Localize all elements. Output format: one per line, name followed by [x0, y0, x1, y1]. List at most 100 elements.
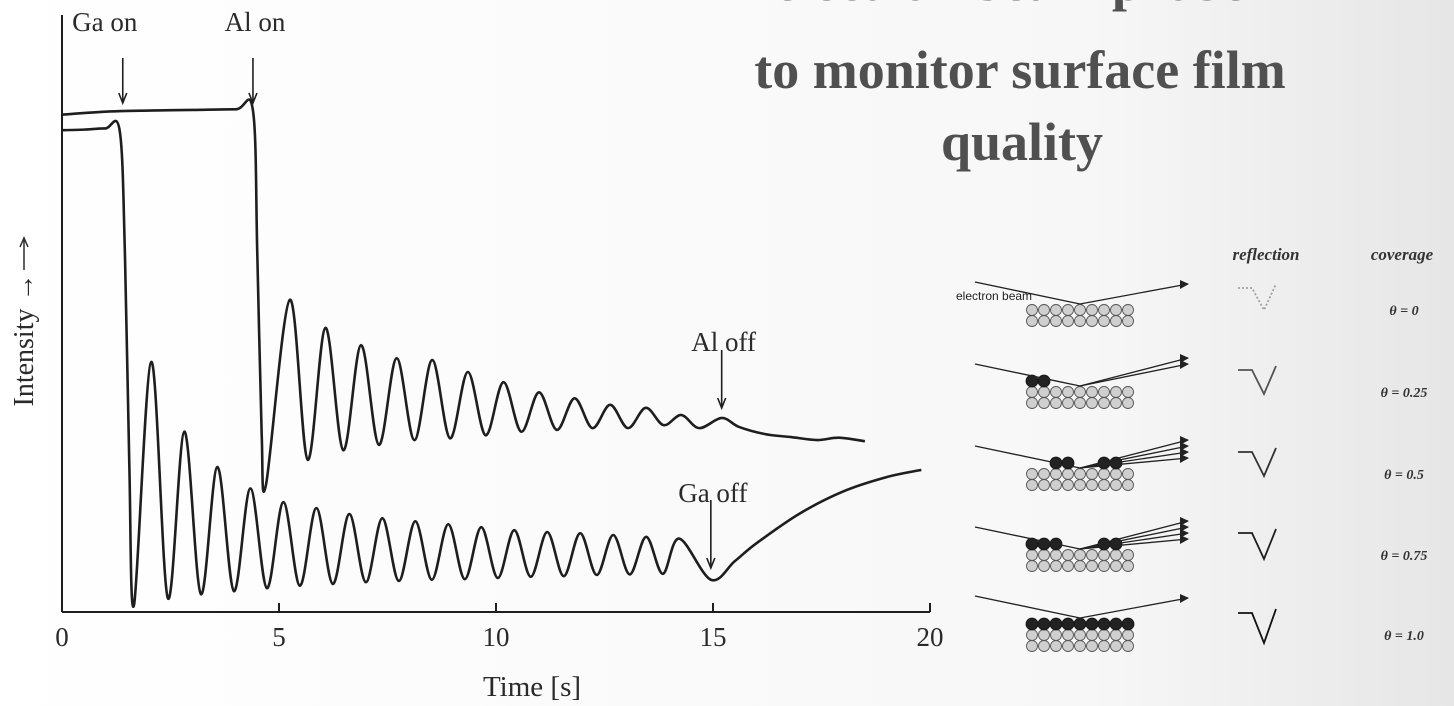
substrate-atom: [1122, 640, 1134, 652]
substrate-atom: [1086, 549, 1098, 561]
substrate-atom: [1062, 549, 1074, 561]
reflected-beam: [1079, 597, 1189, 619]
substrate-atom: [1038, 560, 1050, 572]
title-line: to monitor surface film: [754, 40, 1285, 100]
substrate-atom: [1098, 549, 1110, 561]
substrate-atom: [1050, 386, 1062, 398]
substrate-atom: [1122, 629, 1134, 641]
substrate-atom: [1110, 468, 1122, 480]
x-tick-label: 10: [483, 622, 510, 652]
substrate-atom: [1086, 386, 1098, 398]
annotation-label: Al on: [225, 7, 286, 37]
substrate-atom: [1110, 549, 1122, 561]
arrow-head: [1180, 454, 1189, 463]
x-axis-label: Time [s]: [483, 671, 581, 703]
reflection-profile: [1238, 528, 1277, 562]
substrate-atom: [1086, 629, 1098, 641]
arrow-head: [1180, 354, 1189, 363]
adatom: [1037, 374, 1051, 388]
adatom: [1073, 617, 1087, 631]
substrate-atom: [1062, 479, 1074, 491]
title-line: electron beam probe: [774, 0, 1246, 12]
substrate-atom: [1110, 397, 1122, 409]
arrow-head: [118, 92, 128, 106]
reflected-beam: [1079, 357, 1189, 387]
substrate-atom: [1122, 549, 1134, 561]
substrate-atom: [1110, 315, 1122, 327]
substrate-atom: [1086, 640, 1098, 652]
arrow-head: [1180, 442, 1189, 451]
substrate-atom: [1050, 560, 1062, 572]
coverage-label: θ = 1.0: [1384, 629, 1424, 644]
substrate-atom: [1098, 479, 1110, 491]
incident-beam: [974, 595, 1081, 619]
substrate-atom: [1086, 479, 1098, 491]
substrate-atom: [1050, 549, 1062, 561]
substrate-atom: [1122, 479, 1134, 491]
arrow-head: [706, 557, 716, 571]
reflected-beam: [1079, 283, 1189, 305]
adatom: [1061, 617, 1075, 631]
coverage-label: θ = 0: [1389, 304, 1418, 319]
reflection-profile: [1238, 608, 1277, 646]
substrate-atom: [1074, 468, 1086, 480]
incident-beam: [974, 281, 1081, 305]
substrate-atom: [1050, 629, 1062, 641]
substrate-atom: [1074, 629, 1086, 641]
substrate-atom: [1050, 640, 1062, 652]
substrate-atom: [1038, 304, 1050, 316]
beam-label: electron beam: [956, 289, 1032, 303]
substrate-atom: [1122, 386, 1134, 398]
substrate-atom: [1074, 479, 1086, 491]
adatom: [1037, 617, 1051, 631]
substrate-atom: [1038, 640, 1050, 652]
substrate-atom: [1026, 397, 1038, 409]
reflected-beam: [1079, 526, 1189, 550]
substrate-atom: [1110, 479, 1122, 491]
arrow-head: [1180, 517, 1189, 526]
substrate-atom: [1122, 304, 1134, 316]
coverage-label: θ = 0.25: [1381, 386, 1428, 401]
substrate-atom: [1110, 640, 1122, 652]
substrate-atom: [1098, 640, 1110, 652]
reflected-beam: [1079, 520, 1189, 550]
x-tick-label: 5: [272, 622, 286, 652]
adatom: [1037, 537, 1051, 551]
arrow-head: [1180, 360, 1189, 369]
substrate-atom: [1122, 468, 1134, 480]
substrate-atom: [1074, 397, 1086, 409]
reflected-beam: [1079, 439, 1189, 469]
substrate-atom: [1086, 468, 1098, 480]
substrate-atom: [1074, 386, 1086, 398]
substrate-atom: [1038, 397, 1050, 409]
substrate-atom: [1074, 315, 1086, 327]
reflected-beam: [1079, 532, 1189, 550]
substrate-atom: [1038, 315, 1050, 327]
substrate-atom: [1074, 549, 1086, 561]
substrate-atom: [1050, 479, 1062, 491]
substrate-atom: [1074, 304, 1086, 316]
adatom: [1049, 617, 1063, 631]
adatom: [1025, 617, 1039, 631]
title-line: quality: [941, 112, 1103, 172]
substrate-atom: [1026, 386, 1038, 398]
arrow-head: [19, 236, 29, 248]
incident-beam: [974, 363, 1081, 387]
slide-title: electron beam probe to monitor surface f…: [754, 0, 1285, 172]
reflection-header: reflection: [1232, 245, 1299, 264]
substrate-atom: [1026, 549, 1038, 561]
substrate-atom: [1110, 560, 1122, 572]
substrate-atom: [1110, 629, 1122, 641]
chart: 0 5 10 15 20 Time [s] Intensity → Ga on Al on Al …: [9, 7, 944, 703]
substrate-atom: [1062, 468, 1074, 480]
coverage-label: θ = 0.5: [1384, 468, 1424, 483]
substrate-atom: [1050, 397, 1062, 409]
substrate-atom: [1098, 629, 1110, 641]
substrate-atom: [1026, 479, 1038, 491]
substrate-atom: [1062, 386, 1074, 398]
substrate-atom: [1086, 304, 1098, 316]
annotation-label: Ga on: [72, 7, 138, 37]
coverage-header: coverage: [1371, 245, 1434, 264]
adatom: [1109, 617, 1123, 631]
